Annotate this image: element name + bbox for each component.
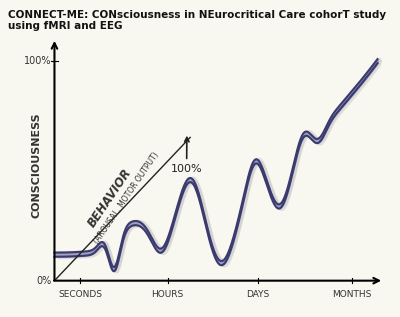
Text: BEHAVIOR: BEHAVIOR [86, 166, 134, 230]
Text: 100%: 100% [171, 138, 202, 174]
Text: 100%: 100% [24, 56, 51, 66]
Text: MONTHS: MONTHS [332, 290, 371, 299]
Text: CONNECT-ME: CONsciousness in NEurocritical Care cohorT study using fMRI and EEG: CONNECT-ME: CONsciousness in NEurocritic… [8, 10, 386, 31]
Text: (AROUSAL, MOTOR OUTPUT): (AROUSAL, MOTOR OUTPUT) [92, 151, 161, 246]
Text: HOURS: HOURS [152, 290, 184, 299]
Text: CONSCIOUSNESS: CONSCIOUSNESS [32, 112, 42, 218]
Text: DAYS: DAYS [246, 290, 270, 299]
Text: 0%: 0% [36, 276, 51, 286]
Text: SECONDS: SECONDS [58, 290, 102, 299]
